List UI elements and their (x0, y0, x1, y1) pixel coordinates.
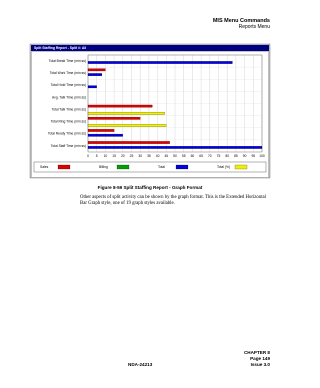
legend-label: Billing (99, 165, 108, 169)
x-tick-label: 45 (164, 154, 168, 158)
x-tick-label: 35 (147, 154, 151, 158)
x-tick-label: 0 (87, 154, 89, 158)
y-tick-label: Total Break Time (min:ss) (49, 59, 86, 63)
x-tick-label: 15 (112, 154, 116, 158)
bar (87, 116, 141, 120)
x-tick-label: 20 (121, 154, 125, 158)
x-tick-label: 40 (156, 154, 160, 158)
legend-label: Total (158, 165, 165, 169)
footer-right: CHAPTER 8 Page 149 Issue 3.0 (244, 350, 270, 368)
header-subtitle: Reports Menu (238, 24, 270, 30)
bar (87, 129, 115, 132)
y-tick-label: Avg. Talk Time (min:ss) (52, 95, 86, 99)
bar (87, 112, 165, 115)
legend-label: Total (%) (217, 165, 230, 169)
x-tick-label: 80 (225, 154, 229, 158)
x-tick-label: 65 (199, 154, 203, 158)
body-text: Other aspects of split activity can be s… (80, 195, 267, 206)
footer-page: Page 149 (250, 356, 270, 361)
legend-swatch (175, 164, 189, 170)
legend-swatch (57, 164, 71, 170)
title-bar (31, 45, 269, 51)
x-tick-label: 5 (96, 154, 98, 158)
page: {"header": {"title": "MIS Menu Commands"… (29, 18, 271, 368)
bar (87, 68, 106, 72)
y-tick-label: Total Talk Time (min:ss) (52, 107, 86, 111)
x-tick-label: 60 (191, 154, 195, 158)
x-tick-label: 70 (208, 154, 212, 158)
y-tick-label: Total Ring Time (min:ss) (51, 120, 86, 124)
x-tick-label: 90 (243, 154, 247, 158)
bar (87, 61, 233, 64)
footer-chapter: CHAPTER 8 (243, 350, 270, 355)
bar (87, 133, 123, 137)
legend-swatch (116, 164, 130, 170)
caption: Figure 8-59 Split Staffing Report - Grap… (97, 185, 203, 190)
bar (87, 85, 97, 89)
x-tick-label: 50 (173, 154, 177, 158)
bar (87, 104, 153, 108)
x-tick-label: 85 (234, 154, 238, 158)
y-tick-label: Total Ready Time (min:ss) (48, 132, 86, 136)
x-tick-label: 95 (251, 154, 255, 158)
bar (87, 141, 170, 144)
x-tick-label: 10 (104, 154, 108, 158)
x-tick-label: 30 (138, 154, 142, 158)
x-tick-label: 75 (217, 154, 221, 158)
x-tick-label: 55 (182, 154, 186, 158)
y-tick-label: Total Hold Time (min:ss) (51, 83, 86, 87)
window-title: Split Staffing Report - Split #: All (34, 46, 86, 50)
legend-box (33, 161, 267, 173)
footer-issue: Issue 3.0 (250, 362, 270, 367)
header: MIS Menu Commands Reports Menu (213, 18, 270, 30)
legend-label: Sales (40, 165, 49, 169)
window: Split Staffing Report - Split #: All 0 5 1… (29, 43, 271, 179)
y-tick-label: Total Staff Time (min:ss) (51, 144, 86, 148)
x-tick-label: 25 (130, 154, 134, 158)
y-tick-label: Total Work Time (min:ss) (50, 71, 86, 75)
footer-doc: NDA-24213 (128, 362, 153, 367)
bar (87, 73, 103, 76)
bar (87, 124, 167, 127)
bar (87, 146, 263, 149)
x-tick-label: 100 (259, 154, 265, 158)
legend-swatch (234, 164, 248, 170)
header-title: MIS Menu Commands (212, 18, 270, 24)
